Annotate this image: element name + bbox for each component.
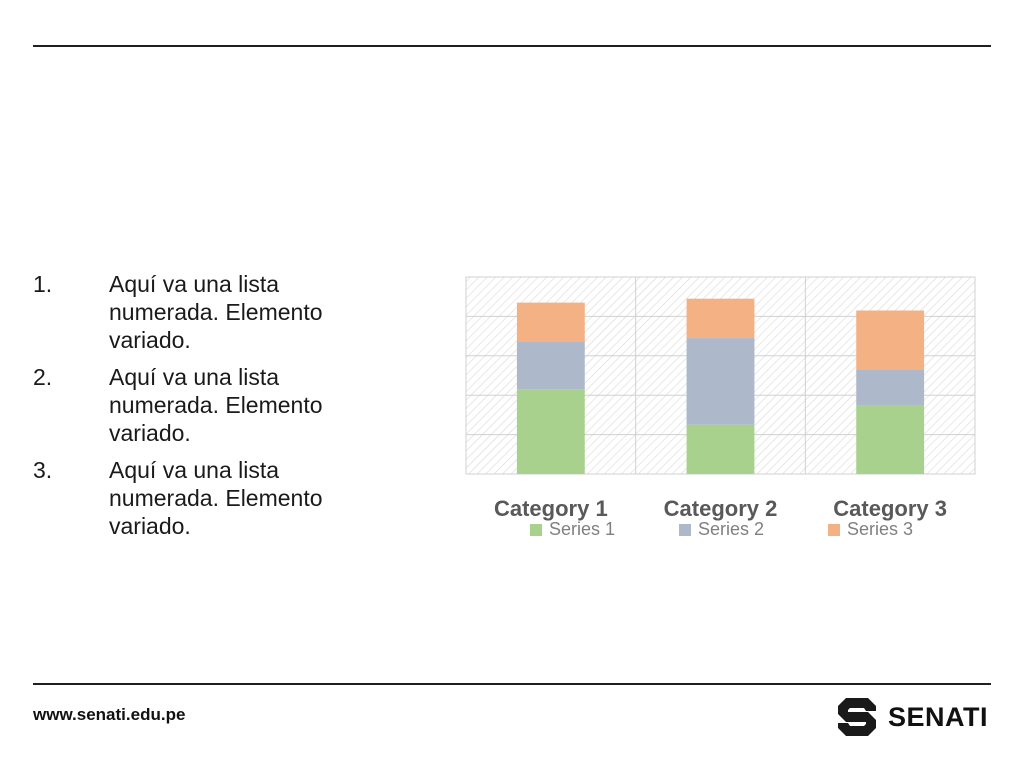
bar-segment xyxy=(856,405,925,474)
bar-segment xyxy=(686,338,755,425)
category-label: Category 2 xyxy=(664,496,778,521)
list-item: 3. Aquí va una lista numerada. Elemento … xyxy=(33,456,393,540)
senati-logo: SENATI xyxy=(836,696,988,738)
bar-segment xyxy=(516,389,585,474)
legend-label: Series 3 xyxy=(847,519,913,539)
list-item-number: 2. xyxy=(33,364,53,390)
legend-swatch xyxy=(530,524,542,536)
bar-segment xyxy=(686,424,755,474)
bar-segment xyxy=(516,302,585,343)
category-label: Category 1 xyxy=(494,496,608,521)
bar-segment xyxy=(516,342,585,390)
list-item: 1. Aquí va una lista numerada. Elemento … xyxy=(33,270,393,354)
list-item-text: Aquí va una lista numerada. Elemento var… xyxy=(109,457,323,539)
category-label: Category 3 xyxy=(833,496,947,521)
senati-logo-icon xyxy=(838,698,876,736)
legend-swatch xyxy=(828,524,840,536)
numbered-list: 1. Aquí va una lista numerada. Elemento … xyxy=(33,270,393,549)
top-rule xyxy=(33,45,991,47)
list-item-text: Aquí va una lista numerada. Elemento var… xyxy=(109,271,323,353)
legend-swatch xyxy=(679,524,691,536)
list-item-number: 3. xyxy=(33,457,53,483)
bar-segment xyxy=(856,369,925,406)
bar-segment xyxy=(856,310,925,370)
logo-text: SENATI xyxy=(888,702,989,732)
list-item-text: Aquí va una lista numerada. Elemento var… xyxy=(109,364,323,446)
bottom-rule xyxy=(33,683,991,685)
legend-label: Series 2 xyxy=(698,519,764,539)
footer-url[interactable]: www.senati.edu.pe xyxy=(33,705,186,724)
legend-label: Series 1 xyxy=(549,519,615,539)
stacked-bar-chart: Category 1 Category 2 Category 3 Series 1 S… xyxy=(465,276,976,539)
bar-segment xyxy=(686,298,755,339)
list-item-number: 1. xyxy=(33,271,53,297)
list-item: 2. Aquí va una lista numerada. Elemento … xyxy=(33,363,393,447)
